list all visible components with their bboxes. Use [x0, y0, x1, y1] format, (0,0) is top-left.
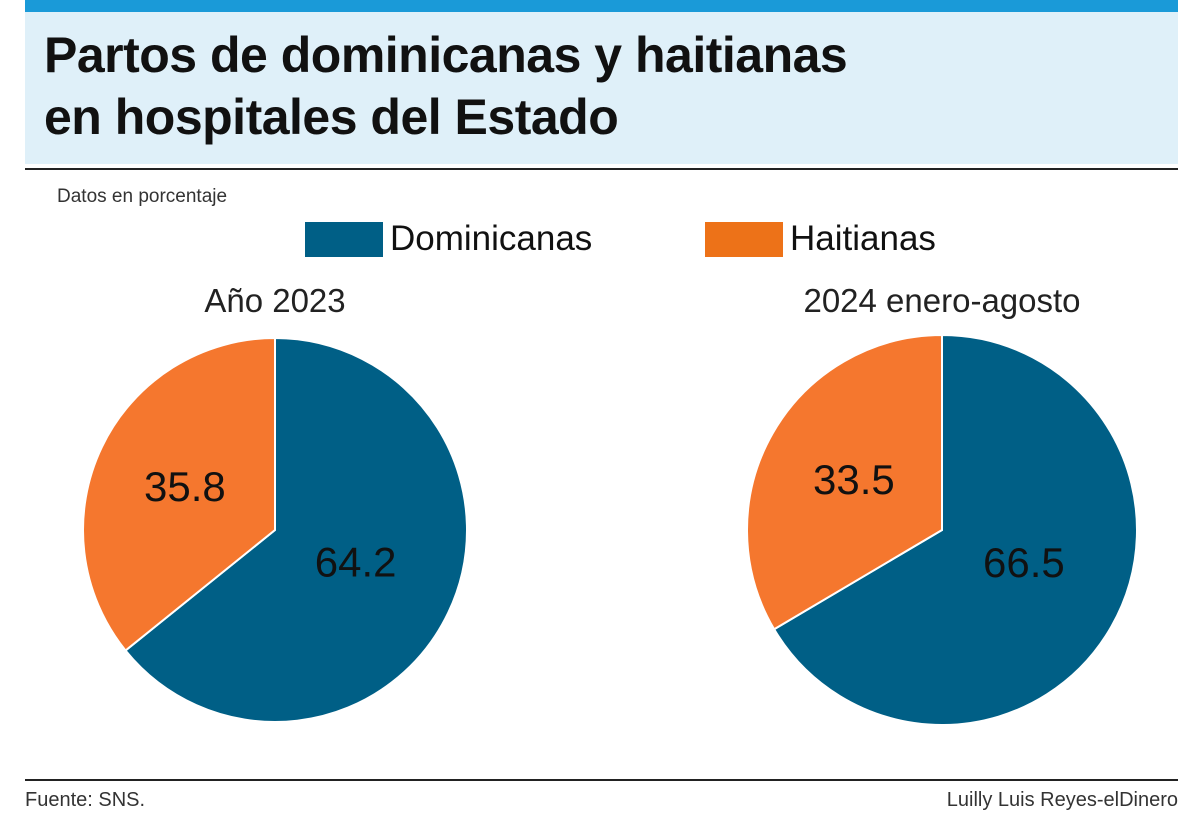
- legend-swatch-haitianas: [705, 221, 783, 257]
- page-title: Partos de dominicanas y haitianas en hos…: [44, 24, 848, 148]
- top-divider: [25, 168, 1178, 170]
- pie-title-1: Año 2023: [204, 282, 345, 319]
- pie-slice-dominicanas-1: [124, 336, 468, 723]
- title-line-1: Partos de dominicanas y haitianas: [44, 27, 848, 83]
- title-line-2: en hospitales del Estado: [44, 89, 619, 145]
- legend-label-dominicanas: Dominicanas: [390, 219, 593, 258]
- legend-swatch-dominicanas: [305, 221, 383, 257]
- chart-subtitle: Datos en porcentaje: [57, 186, 228, 207]
- pie-slice-haitianas-1: [82, 336, 276, 652]
- pie-value-dominicanas-1: 64.2: [315, 539, 397, 586]
- bottom-divider: [25, 779, 1178, 781]
- legend-item-dominicanas: Dominicanas: [305, 219, 593, 258]
- pie-chart-2: 2024 enero-agosto: [746, 282, 1138, 726]
- pie-charts: Año 2023 64.2 35.8 2024 enero-agosto 66.5 33.…: [82, 282, 1138, 726]
- top-accent-bar: [25, 0, 1178, 12]
- pie-slice-haitianas-2: [746, 333, 943, 631]
- title-background: [25, 12, 1178, 164]
- pie-chart-1: Año 2023: [82, 282, 468, 723]
- pie-value-haitianas-1: 35.8: [144, 463, 226, 510]
- footer-source: Fuente: SNS.: [25, 789, 146, 811]
- footer-credit: Luilly Luis Reyes-elDinero: [946, 789, 1178, 811]
- pie-value-haitianas-2: 33.5: [813, 456, 895, 503]
- legend-label-haitianas: Haitianas: [790, 219, 936, 258]
- legend-item-haitianas: Haitianas: [705, 219, 936, 258]
- pie-value-dominicanas-2: 66.5: [983, 539, 1065, 586]
- pie-slice-dominicanas-2: [772, 333, 1138, 726]
- pie-title-2: 2024 enero-agosto: [803, 282, 1080, 319]
